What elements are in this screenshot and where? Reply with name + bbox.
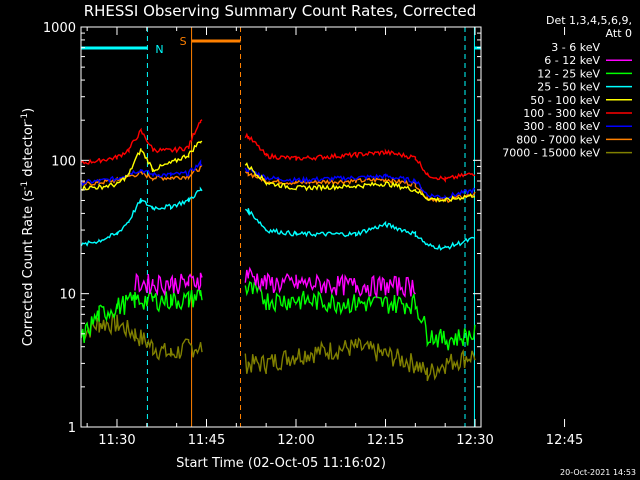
x-axis-label: Start Time (02-Oct-05 11:16:02) [176,456,386,471]
y-tick-label: 1 [68,421,76,436]
series-line-5 [80,119,476,183]
series-line-2 [80,280,476,351]
series-line-4 [80,140,475,203]
x-tick-label: 12:15 [367,433,404,448]
x-tick-label: 11:45 [188,433,225,448]
saa-label: S [180,35,187,48]
y-tick-label: 10 [59,288,76,303]
footer-date: 20-Oct-2021 14:53 [560,468,636,477]
legend-label-0: 3 - 6 keV [551,41,600,54]
y-tick-label: 1000 [43,21,76,36]
x-tick-label: 12:00 [277,433,314,448]
legend-header-attenuator: Att 0 [606,27,632,40]
legend-label-6: 300 - 800 keV [523,120,600,133]
series-line-6 [80,159,476,200]
legend-label-2: 12 - 25 keV [537,67,600,80]
legend-label-4: 50 - 100 keV [530,94,600,107]
x-tick-label: 12:30 [456,433,493,448]
night-label: N [155,43,163,56]
x-tick-label: 12:45 [546,433,583,448]
plot-frame [80,26,482,428]
series-line-3 [80,186,476,251]
legend-label-5: 100 - 300 keV [523,107,600,120]
legend-label-1: 6 - 12 keV [544,54,600,67]
x-axis-ticks: 11:30 11:45 12:00 12:15 12:30 12:45 [86,27,583,448]
legend-label-8: 7000 - 15000 keV [502,147,600,160]
series-line-1 [134,266,416,300]
series-line-8 [80,313,476,382]
series-layer [80,119,476,382]
legend-header-detectors: Det 1,3,4,5,6,9, [546,14,632,27]
annotation-layer: NS [81,27,481,427]
legend-label-3: 25 - 50 keV [537,81,600,94]
y-axis-label: Corrected Count Rate (s-1 detector-1) [20,108,36,346]
y-axis-ticks: 1 10 100 1000 [43,21,481,436]
chart-title: RHESSI Observing Summary Count Rates, Co… [84,2,477,20]
legend-label-7: 800 - 7000 keV [516,133,600,146]
y-tick-label: 100 [51,154,76,169]
x-tick-label: 11:30 [98,433,135,448]
